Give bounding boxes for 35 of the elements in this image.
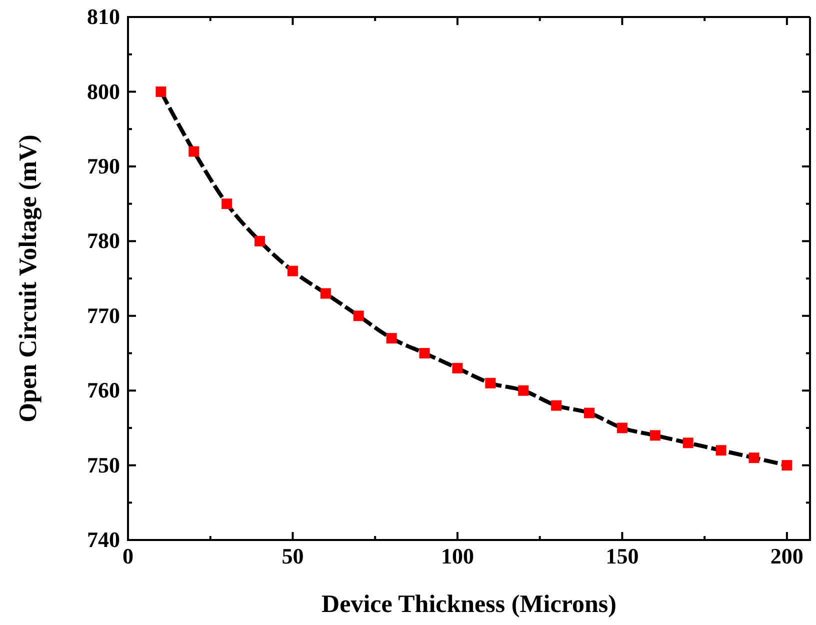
point — [584, 408, 594, 418]
point — [650, 430, 660, 441]
point — [287, 266, 298, 276]
point — [748, 452, 760, 464]
point — [222, 198, 232, 210]
point — [682, 438, 694, 448]
x-tick-label: 150 — [606, 544, 639, 569]
y-tick-label: 810 — [87, 4, 120, 30]
point — [452, 362, 463, 374]
point — [386, 333, 397, 344]
point — [156, 86, 166, 97]
point — [188, 146, 200, 157]
point — [419, 348, 430, 358]
x-tick-label: 200 — [770, 544, 804, 569]
point — [254, 236, 266, 246]
y-tick-label: 750 — [87, 452, 120, 478]
point — [551, 400, 562, 411]
y-tick-label: 770 — [87, 302, 120, 328]
x-tick-label: 0 — [122, 544, 134, 569]
point — [353, 310, 364, 322]
y-tick-label: 760 — [87, 378, 120, 403]
point — [782, 460, 792, 471]
point — [485, 378, 496, 388]
point — [616, 422, 628, 434]
y-tick-label: 790 — [87, 153, 120, 178]
point — [518, 385, 529, 396]
y-tick-label: 780 — [87, 228, 120, 254]
point — [716, 445, 726, 456]
x-tick-label: 50 — [282, 544, 304, 569]
x-axis-title: Device Thickness (Microns) — [322, 591, 616, 618]
x-tick-label: 100 — [440, 544, 474, 569]
y-tick-label: 800 — [87, 78, 120, 104]
y-tick-label: 740 — [87, 527, 120, 552]
y-axis-title: Open Circuit Voltage (mV) — [15, 134, 42, 422]
point — [320, 288, 331, 299]
